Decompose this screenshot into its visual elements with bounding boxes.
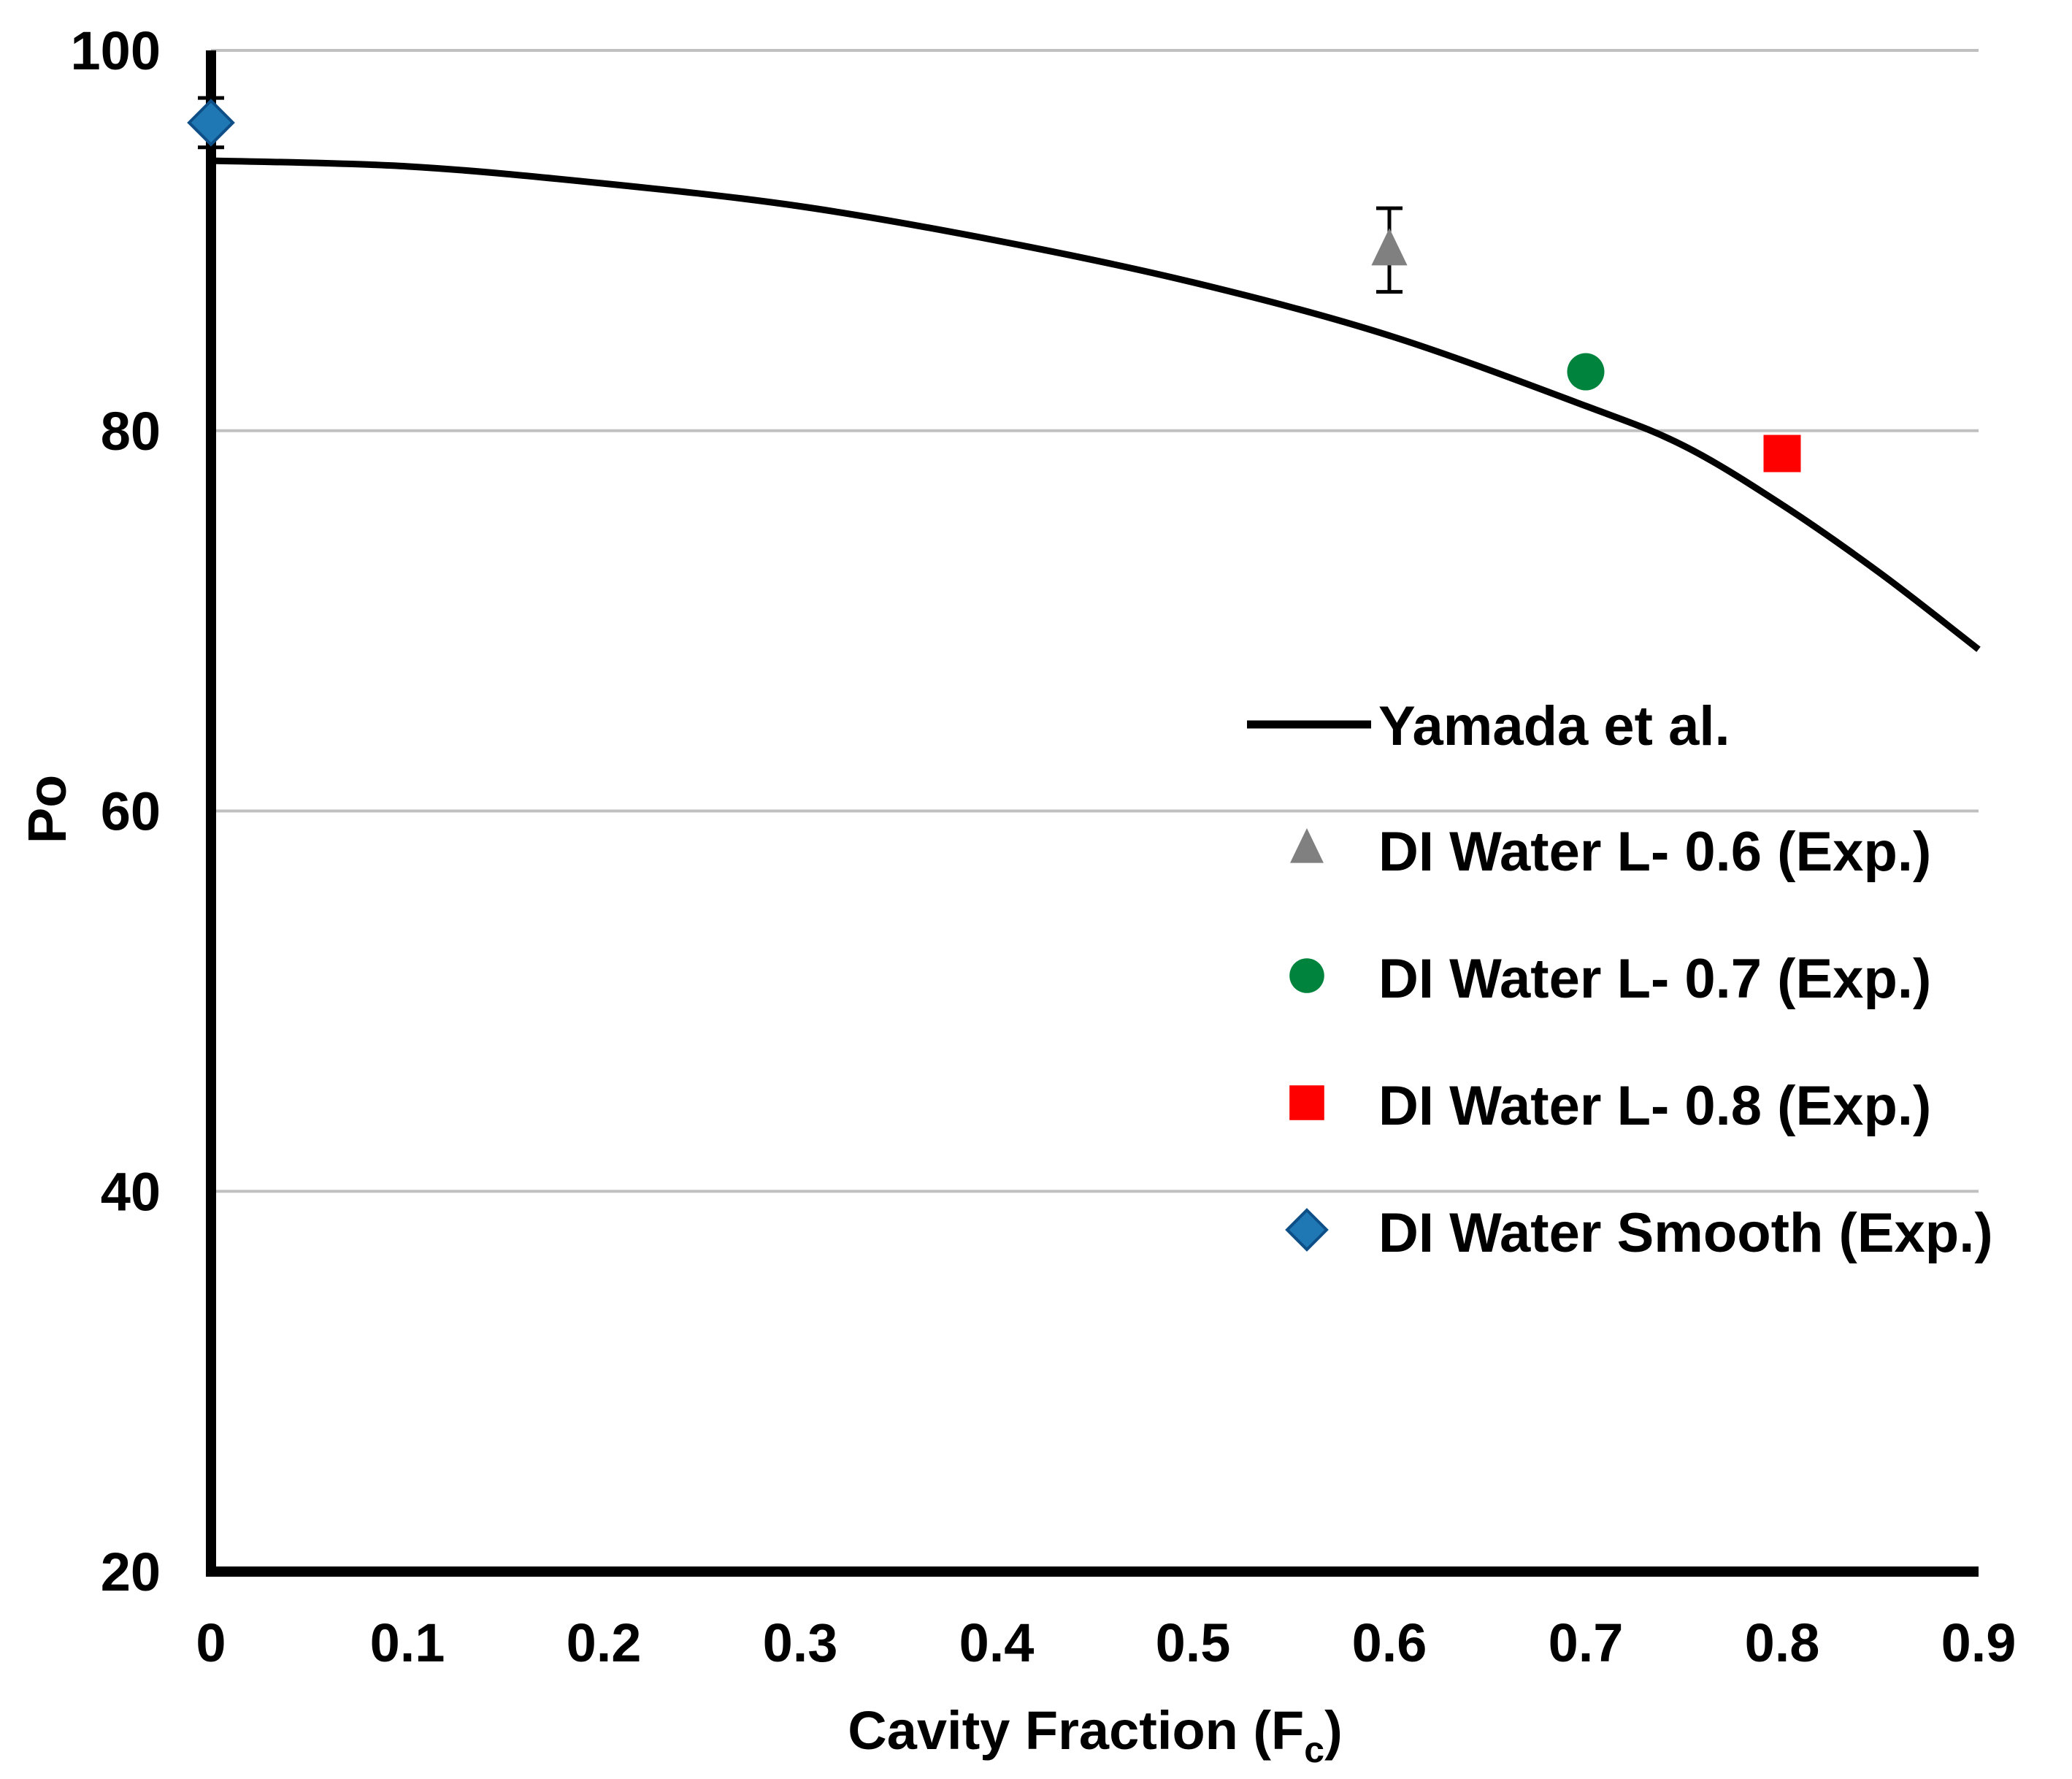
legend-label: DI Water L- 0.7 (Exp.)	[1378, 948, 1931, 1010]
legend-swatch-square	[1289, 1085, 1324, 1120]
y-tick-labels: 20 40 60 80 100	[71, 20, 161, 1602]
series	[187, 96, 1981, 652]
legend-label: Yamada et al.	[1378, 695, 1730, 757]
x-tick-label: 0.5	[1156, 1612, 1231, 1673]
y-tick-label: 80	[101, 401, 161, 462]
data-point-triangle	[1371, 228, 1408, 266]
y-tick-label: 100	[71, 20, 161, 81]
gridlines	[211, 49, 1979, 1193]
legend-swatch-circle	[1289, 958, 1324, 993]
x-tick-label: 0.2	[567, 1612, 642, 1673]
x-tick-label: 0.4	[959, 1612, 1035, 1673]
x-tick-label: 0.8	[1745, 1612, 1820, 1673]
x-tick-label: 0.6	[1352, 1612, 1427, 1673]
x-tick-label: 0.9	[1941, 1612, 2017, 1673]
x-tick-label: 0	[196, 1612, 226, 1673]
x-axis-title: Cavity Fraction (Fc)	[848, 1700, 1342, 1770]
legend-label: DI Water L- 0.8 (Exp.)	[1378, 1075, 1931, 1137]
legend-label: DI Water L- 0.6 (Exp.)	[1378, 821, 1931, 883]
legend-swatch-triangle	[1290, 828, 1324, 863]
data-point-diamond	[187, 99, 235, 147]
legend-swatch-diamond	[1285, 1208, 1329, 1252]
x-tick-label: 0.3	[763, 1612, 838, 1673]
series-line-yamada	[210, 157, 1981, 652]
y-tick-label: 60	[101, 781, 161, 842]
y-axis-title: Po	[17, 775, 77, 844]
legend: Yamada et al. DI Water L- 0.6 (Exp.) DI Wa…	[1247, 695, 1993, 1264]
data-point-square	[1763, 435, 1801, 473]
x-axis-title-subscript: c	[1304, 1729, 1324, 1770]
data-point-circle	[1567, 353, 1605, 391]
y-tick-label: 20	[101, 1542, 161, 1602]
y-tick-label: 40	[101, 1161, 161, 1222]
axes	[206, 50, 1979, 1577]
x-axis-title-main: Cavity Fraction (F	[848, 1700, 1304, 1761]
x-tick-label: 0.7	[1549, 1612, 1624, 1673]
legend-label: DI Water Smooth (Exp.)	[1378, 1202, 1993, 1264]
x-tick-labels: 0 0.1 0.2 0.3 0.4 0.5 0.6 0.7 0.8 0.9	[196, 1612, 2016, 1673]
x-axis-title-suffix: )	[1324, 1700, 1343, 1761]
x-tick-label: 0.1	[370, 1612, 445, 1673]
